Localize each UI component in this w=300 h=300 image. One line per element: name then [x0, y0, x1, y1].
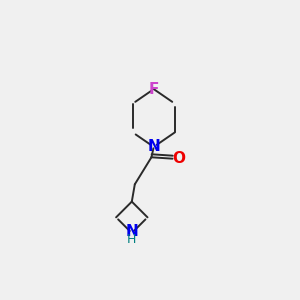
Text: N: N: [125, 224, 138, 239]
Text: O: O: [173, 152, 186, 166]
Text: F: F: [148, 82, 159, 97]
Text: H: H: [127, 233, 136, 246]
Text: N: N: [147, 140, 160, 154]
